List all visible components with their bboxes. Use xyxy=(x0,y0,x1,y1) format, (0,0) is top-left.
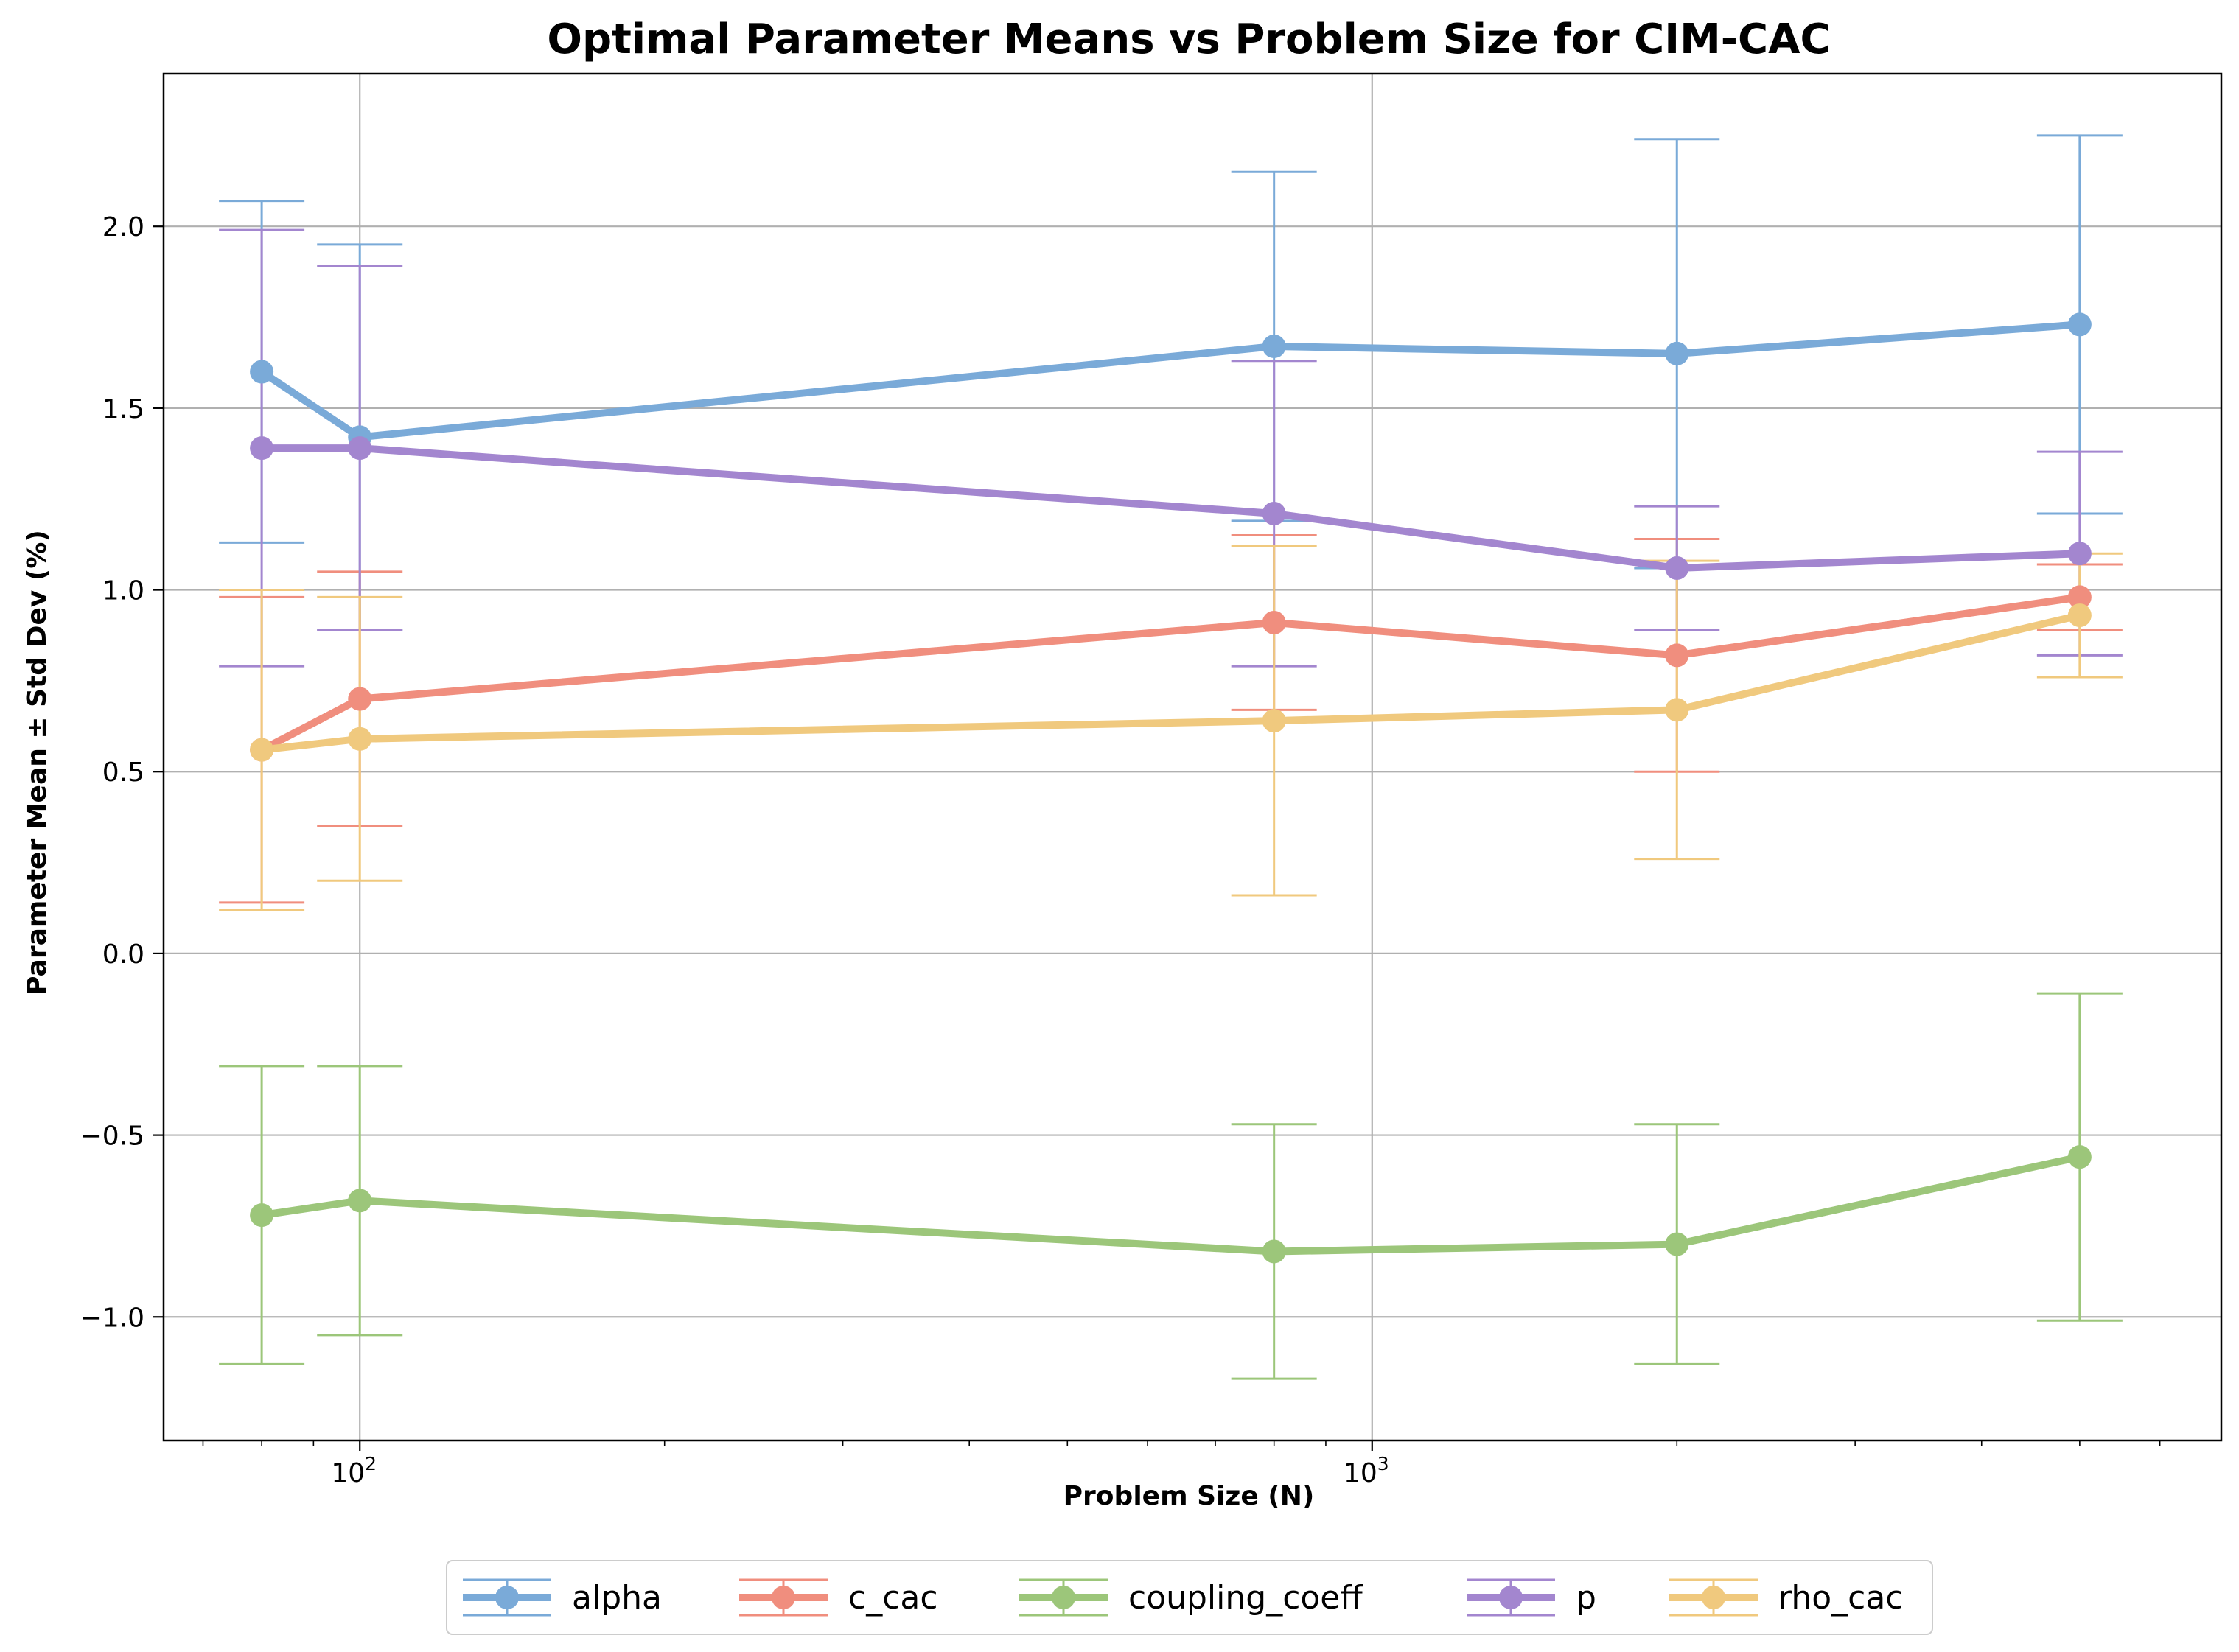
data-point-coupling_coeff xyxy=(348,1189,372,1213)
x-minor-ticks xyxy=(202,1441,2161,1446)
x-axis-label: Problem Size (N) xyxy=(1063,1481,1315,1511)
series-line-alpha xyxy=(258,321,2083,441)
data-point-c_cac xyxy=(348,687,372,711)
legend-entry-alpha: alpha xyxy=(463,1578,662,1617)
grid-lines xyxy=(164,74,2221,1441)
data-point-rho_cac xyxy=(250,738,274,762)
data-point-p xyxy=(250,436,274,461)
legend: alpha c_cac coupling_coeff p rho_cac xyxy=(446,1560,1933,1635)
legend-label: p xyxy=(1576,1579,1596,1617)
y-tick-label: 0.5 xyxy=(102,757,144,788)
y-tick-label: 1.0 xyxy=(102,576,144,606)
y-tick-label: 0.0 xyxy=(102,939,144,970)
data-point-c_cac xyxy=(1665,643,1689,668)
legend-marker xyxy=(772,1586,795,1609)
data-point-coupling_coeff xyxy=(1665,1232,1689,1256)
data-point-rho_cac xyxy=(2067,603,2092,628)
data-point-p xyxy=(348,436,372,461)
x-tick-label: 103 xyxy=(1344,1453,1389,1488)
legend-entry-rho_cac: rho_cac xyxy=(1669,1578,1903,1617)
chart-title: Optimal Parameter Means vs Problem Size … xyxy=(547,15,1830,63)
data-point-p xyxy=(1665,556,1689,580)
y-tick-label: 1.5 xyxy=(102,394,144,424)
y-tick-label: 2.0 xyxy=(102,212,144,242)
legend-label: rho_cac xyxy=(1778,1579,1903,1617)
legend-marker xyxy=(495,1586,519,1609)
data-point-rho_cac xyxy=(1262,709,1286,733)
y-tick-label: −1.0 xyxy=(80,1303,144,1333)
legend-entry-c_cac: c_cac xyxy=(739,1578,938,1617)
data-point-alpha xyxy=(2067,312,2092,337)
data-point-coupling_coeff xyxy=(250,1203,274,1228)
data-point-alpha xyxy=(250,360,274,384)
legend-marker xyxy=(1052,1586,1075,1609)
y-tick-label: −0.5 xyxy=(80,1121,144,1152)
legend-entry-p: p xyxy=(1467,1578,1596,1617)
legend-marker xyxy=(1702,1586,1725,1609)
data-point-alpha xyxy=(1665,341,1689,365)
legend-marker xyxy=(1499,1586,1523,1609)
y-axis-ticks: −1.0 −0.5 0.0 0.5 1.0 1.5 2.0 xyxy=(80,212,164,1333)
data-point-alpha xyxy=(1262,335,1286,359)
data-point-c_cac xyxy=(1262,610,1286,634)
data-point-p xyxy=(2067,542,2092,566)
data-point-coupling_coeff xyxy=(1262,1239,1286,1264)
data-points xyxy=(250,312,2092,1264)
legend-label: coupling_coeff xyxy=(1128,1579,1363,1617)
legend-label: alpha xyxy=(572,1579,662,1617)
y-axis-label: Parameter Mean ± Std Dev (%) xyxy=(22,530,52,995)
data-point-coupling_coeff xyxy=(2067,1145,2092,1169)
data-point-rho_cac xyxy=(348,727,372,751)
error-bars xyxy=(219,134,2123,1380)
series-line-c_cac xyxy=(258,593,2083,754)
data-point-c_cac xyxy=(2067,585,2092,609)
series-line-coupling_coeff xyxy=(258,1153,2083,1256)
data-point-p xyxy=(1262,501,1286,525)
legend-label: c_cac xyxy=(848,1579,938,1617)
series-line-p xyxy=(258,444,2083,572)
x-tick-label: 102 xyxy=(331,1453,377,1488)
series-lines xyxy=(258,321,2083,1256)
data-point-rho_cac xyxy=(1665,698,1689,722)
x-axis-ticks: 102 103 xyxy=(331,1441,1389,1488)
legend-entry-coupling_coeff: coupling_coeff xyxy=(1019,1578,1363,1617)
plot-frame xyxy=(162,72,2223,1442)
